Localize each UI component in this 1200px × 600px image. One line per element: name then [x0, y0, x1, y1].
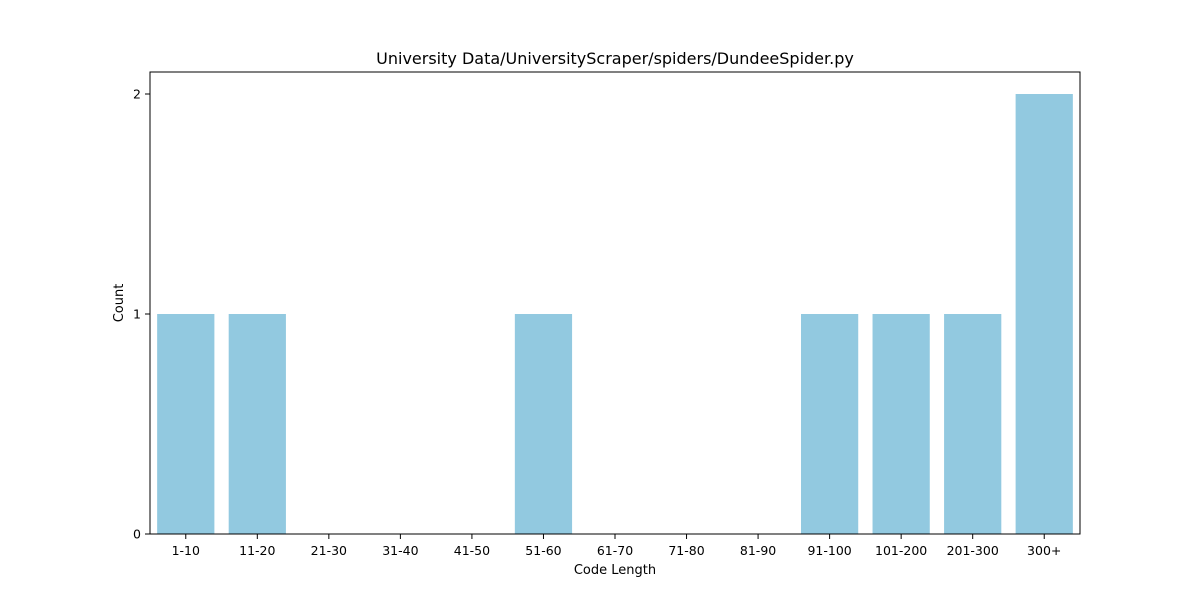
- x-tick-label: 101-200: [875, 543, 927, 558]
- x-tick-label: 21-30: [311, 543, 347, 558]
- x-tick-label: 71-80: [668, 543, 704, 558]
- x-tick-label: 41-50: [454, 543, 490, 558]
- x-tick-label: 11-20: [239, 543, 275, 558]
- bar-51-60: [514, 314, 573, 534]
- bar-1-10: [157, 314, 215, 534]
- bar-300+: [1015, 94, 1073, 534]
- bars-group: [157, 94, 1073, 534]
- x-tick-label: 51-60: [525, 543, 561, 558]
- y-tick-label: 2: [133, 87, 141, 102]
- y-axis-ticks: 0 1 2: [133, 87, 150, 542]
- y-tick-label: 0: [133, 527, 141, 542]
- x-tick-label: 300+: [1027, 543, 1061, 558]
- y-axis-label: Count: [112, 284, 127, 323]
- chart-title: University Data/UniversityScraper/spider…: [376, 49, 854, 68]
- y-tick-label: 1: [133, 307, 141, 322]
- bar-11-20: [228, 314, 286, 534]
- plot-area-frame: [149, 71, 1081, 535]
- x-tick-label: 201-300: [947, 543, 999, 558]
- bar-101-200: [872, 314, 930, 534]
- x-axis-ticks: 1-10 11-20 21-30 31-40 41-50 51-60 61-70 71-80 8…: [172, 534, 1061, 558]
- bar-201-300: [944, 314, 1002, 534]
- bar-91-100: [801, 314, 859, 534]
- x-axis-label: Code Length: [574, 563, 656, 578]
- x-tick-label: 1-10: [172, 543, 200, 558]
- x-tick-label: 61-70: [597, 543, 633, 558]
- x-tick-label: 81-90: [740, 543, 776, 558]
- x-tick-label: 31-40: [382, 543, 418, 558]
- x-tick-label: 91-100: [807, 543, 851, 558]
